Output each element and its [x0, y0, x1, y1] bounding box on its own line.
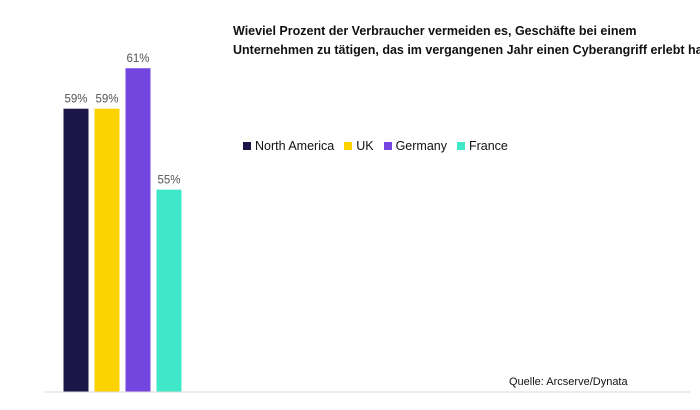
legend-swatch-north-america [243, 142, 251, 150]
legend-label-north-america: North America [255, 139, 335, 153]
legend-label-germany: Germany [395, 139, 447, 153]
bar-north-america [63, 108, 89, 393]
data-label-france: 55% [157, 175, 180, 187]
data-label-germany: 61% [126, 53, 149, 65]
legend-item-uk: UK [344, 139, 374, 153]
chart-title-line-1: Wieviel Prozent der Verbraucher vermeide… [233, 24, 637, 38]
bar-uk [94, 108, 120, 393]
data-label-uk: 59% [95, 94, 118, 106]
legend-swatch-france [456, 142, 465, 150]
legend-item-north-america: North America [243, 139, 334, 153]
legend-item-france: France [456, 139, 508, 153]
chart-title-line-2: Unternehmen zu tätigen, das im vergangen… [233, 43, 700, 57]
legend: North America UK Germany France [243, 139, 518, 153]
legend-label-uk: UK [356, 139, 374, 153]
chart-title: Wieviel Prozent der Verbraucher vermeide… [233, 22, 700, 60]
source-note: Quelle: Arcserve/Dynata [509, 376, 628, 388]
bars-group: 59% 59% 61% 55% [63, 53, 182, 393]
legend-swatch-germany [383, 142, 392, 150]
legend-item-germany: Germany [383, 139, 447, 153]
bar-france [156, 189, 182, 392]
bar-germany [125, 68, 151, 392]
data-label-north-america: 59% [64, 94, 87, 106]
legend-label-france: France [468, 139, 508, 153]
legend-swatch-uk [344, 142, 353, 150]
